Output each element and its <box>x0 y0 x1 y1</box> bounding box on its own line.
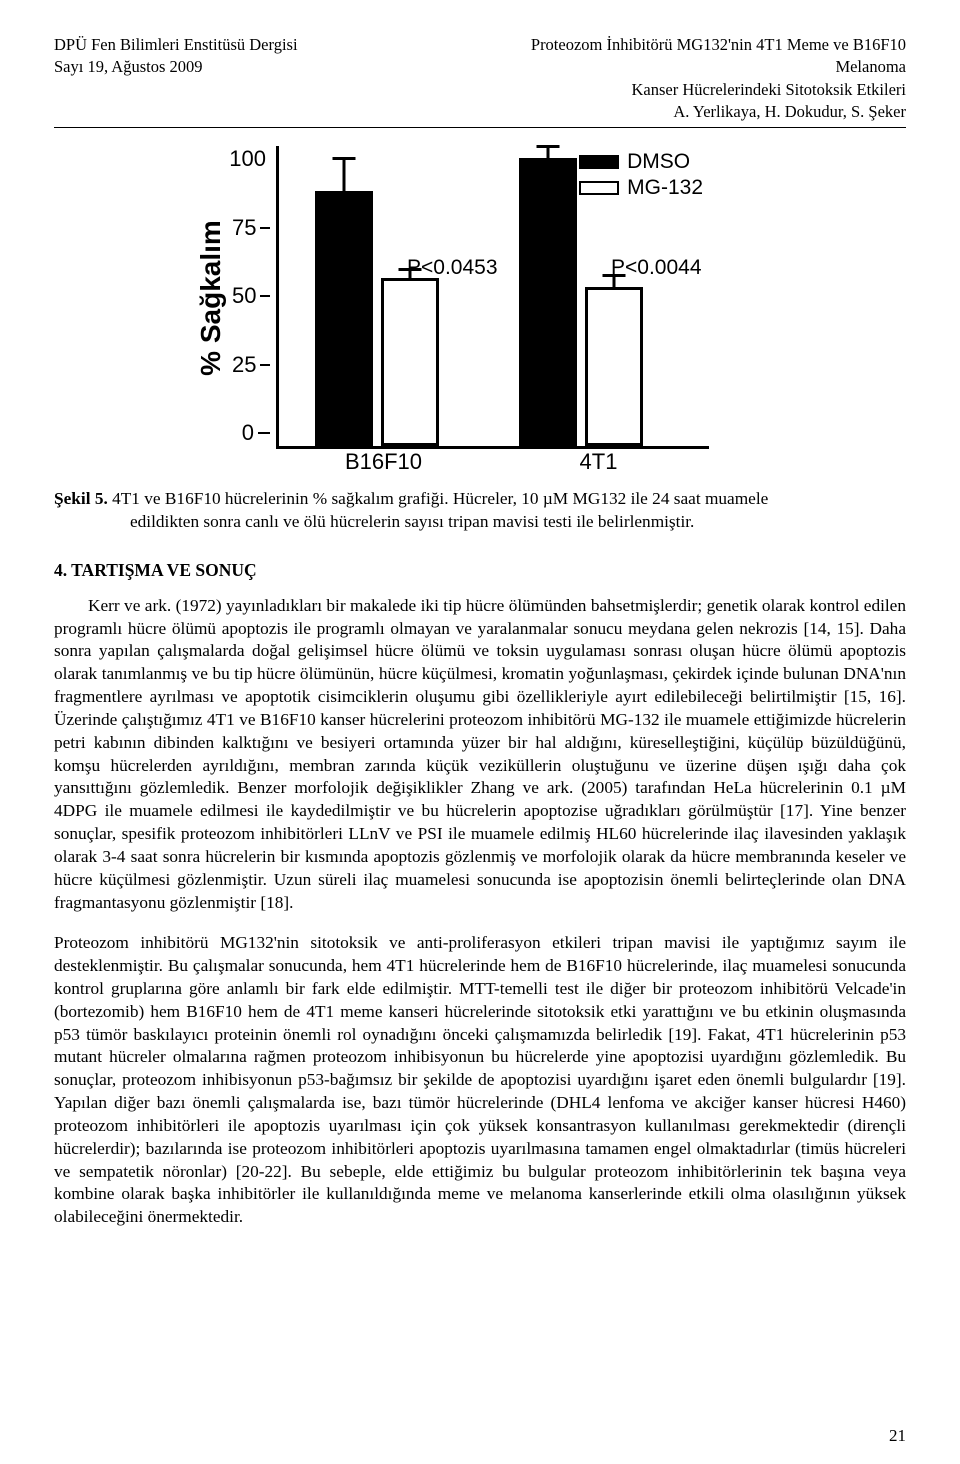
header-rule <box>54 127 906 128</box>
ytick: 100 <box>229 146 266 172</box>
legend-label: DMSO <box>627 150 690 174</box>
caption-text-1: 4T1 ve B16F10 hücrelerinin % sağkalım gr… <box>112 489 768 508</box>
xtick: 4T1 <box>491 449 706 475</box>
paragraph-1: Kerr ve ark. (1972) yayınladıkları bir m… <box>54 595 906 915</box>
section-heading: 4. TARTIŞMA VE SONUÇ <box>54 560 906 581</box>
ytick: 75 <box>232 215 256 241</box>
ytick: 25 <box>232 352 256 378</box>
chart-legend: DMSO MG-132 <box>579 150 703 202</box>
y-axis-label: % Sağkalım <box>190 146 232 449</box>
p-value-label: P<0.0044 <box>611 256 702 280</box>
paper-authors: A. Yerlikaya, H. Dokudur, S. Şeker <box>497 101 906 123</box>
ytick: 50 <box>232 283 256 309</box>
running-header: DPÜ Fen Bilimleri Enstitüsü Dergisi Sayı… <box>54 34 906 123</box>
p-value-label: P<0.0453 <box>407 256 498 280</box>
legend-swatch-mg132 <box>579 181 619 195</box>
bar-B16F10-MG-132 <box>381 278 439 446</box>
figure-5: % Sağkalım 100 75 50 25 0 DMSO MG-132 P<… <box>190 146 770 475</box>
figure-caption: Şekil 5. 4T1 ve B16F10 hücrelerinin % sa… <box>54 487 906 534</box>
xtick: B16F10 <box>276 449 491 475</box>
paragraph-2: Proteozom inhibitörü MG132'nin sitotoksi… <box>54 932 906 1229</box>
paper-title-line2: Kanser Hücrelerindeki Sitotoksik Etkiler… <box>497 79 906 101</box>
y-axis-ticks: 100 75 50 25 0 <box>232 146 276 446</box>
bar-4T1-DMSO <box>519 158 577 446</box>
journal-name: DPÜ Fen Bilimleri Enstitüsü Dergisi <box>54 34 463 56</box>
paper-title-line1: Proteozom İnhibitörü MG132'nin 4T1 Meme … <box>497 34 906 79</box>
caption-title: Şekil 5. <box>54 489 108 508</box>
legend-swatch-dmso <box>579 155 619 169</box>
page-number: 21 <box>889 1426 906 1446</box>
legend-label: MG-132 <box>627 176 703 200</box>
bar-chart-plot: DMSO MG-132 P<0.0453 P<0.0044 <box>276 146 709 449</box>
x-axis-ticks: B16F10 4T1 <box>276 449 706 475</box>
caption-text-2: edildikten sonra canlı ve ölü hücrelerin… <box>130 510 906 533</box>
ytick: 0 <box>242 420 254 446</box>
journal-issue: Sayı 19, Ağustos 2009 <box>54 56 463 78</box>
bar-4T1-MG-132 <box>585 287 643 446</box>
bar-B16F10-DMSO <box>315 191 373 446</box>
